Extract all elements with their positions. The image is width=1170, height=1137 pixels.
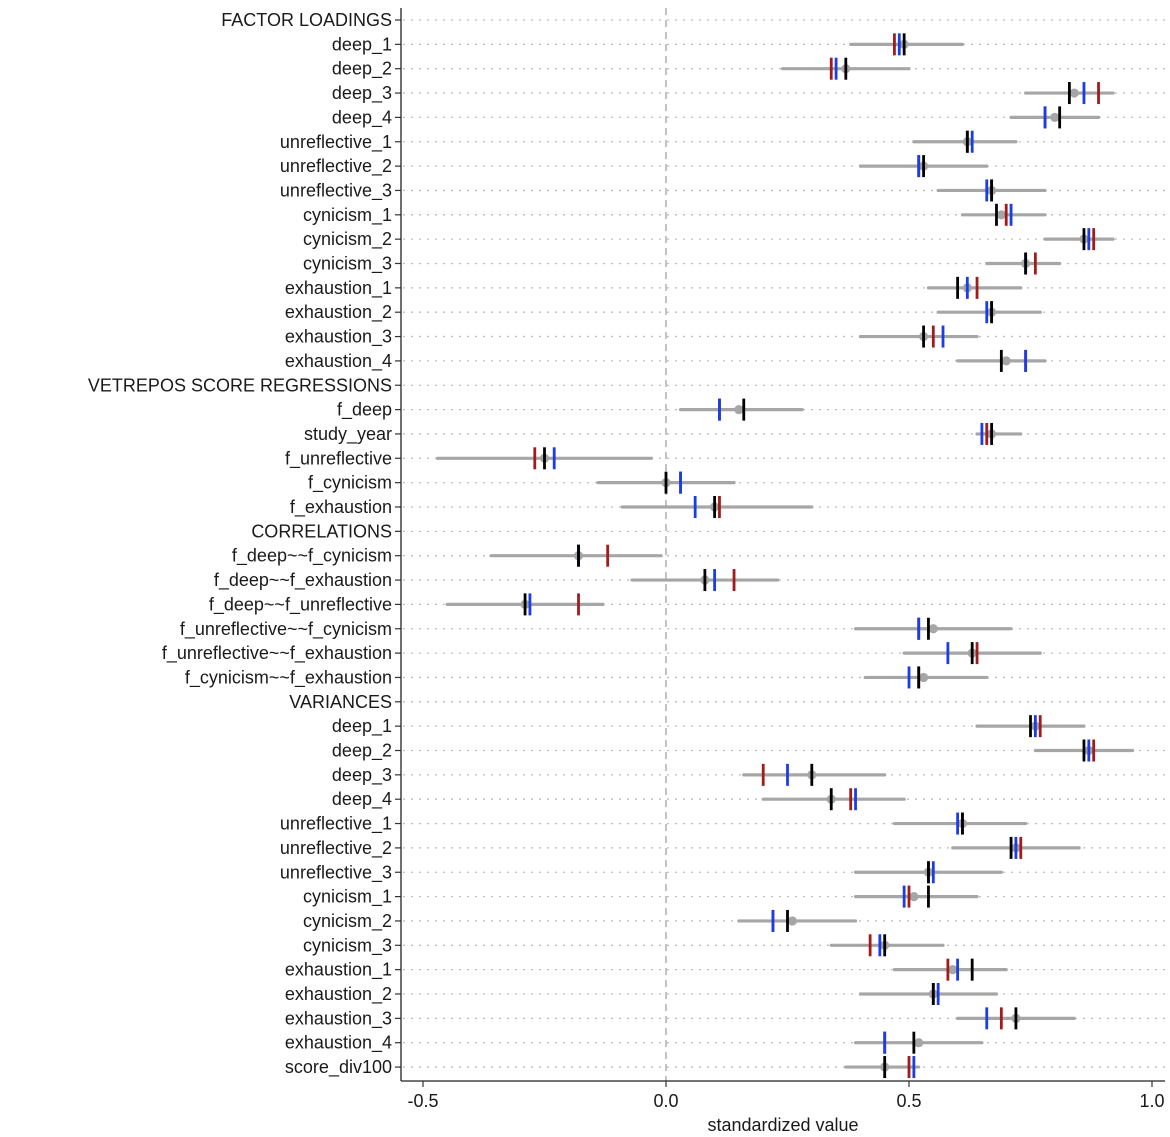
row-label: f_unreflective~~f_cynicism	[180, 619, 392, 640]
row-label: exhaustion_1	[285, 960, 392, 981]
row-label: cynicism_1	[303, 887, 392, 908]
point-estimate	[918, 672, 929, 683]
row-label: unreflective_1	[280, 814, 392, 835]
row-label: deep_2	[332, 59, 392, 80]
row-label: exhaustion_4	[285, 351, 392, 372]
row-label: score_div100	[285, 1057, 392, 1078]
row-label: f_deep~~f_unreflective	[209, 594, 392, 615]
x-tick-label: 1.0	[1139, 1091, 1164, 1111]
row-label: cynicism_3	[303, 254, 392, 275]
estimate-markers	[523, 33, 1100, 1079]
section-header: VARIANCES	[289, 692, 392, 712]
x-tick-label: -0.5	[407, 1091, 438, 1111]
row-label: study_year	[304, 424, 392, 445]
row-label: exhaustion_3	[285, 1008, 392, 1029]
section-header: CORRELATIONS	[251, 521, 392, 541]
section-header: FACTOR LOADINGS	[221, 10, 392, 30]
row-label: deep_1	[332, 34, 392, 55]
row-label: f_unreflective	[285, 448, 392, 469]
row-label: unreflective_3	[280, 862, 392, 883]
point-estimate	[734, 405, 744, 415]
row-label: f_unreflective~~f_exhaustion	[162, 643, 392, 664]
row-label: deep_2	[332, 741, 392, 762]
row-label: deep_4	[332, 107, 392, 128]
point-estimate	[928, 624, 938, 634]
row-label: f_cynicism	[308, 473, 392, 494]
x-axis-title: standardized value	[707, 1115, 858, 1135]
row-label: unreflective_1	[280, 132, 392, 153]
row-label: cynicism_1	[303, 205, 392, 226]
point-estimate	[787, 916, 797, 926]
row-label: exhaustion_2	[285, 302, 392, 323]
x-axis: -0.5 0.0 0.5 1.0	[395, 8, 1165, 1111]
row-label: deep_3	[332, 765, 392, 786]
row-label: exhaustion_2	[285, 984, 392, 1005]
point-estimate	[1050, 112, 1060, 122]
point-estimate	[1001, 356, 1011, 366]
row-label: f_deep~~f_exhaustion	[214, 570, 392, 591]
row-label: f_exhaustion	[290, 497, 392, 518]
row-label: unreflective_3	[280, 180, 392, 201]
section-header: VETREPOS SCORE REGRESSIONS	[88, 375, 392, 395]
row-label: deep_3	[332, 83, 392, 104]
grid-lines	[403, 19, 1165, 1068]
row-label: exhaustion_4	[285, 1033, 392, 1054]
row-label: f_deep	[337, 400, 392, 421]
point-estimate	[909, 892, 919, 902]
row-label: f_cynicism~~f_exhaustion	[185, 667, 392, 688]
row-label: cynicism_2	[303, 229, 392, 250]
row-label: deep_4	[332, 789, 392, 810]
row-label: deep_1	[332, 716, 392, 737]
point-estimate	[1069, 88, 1079, 98]
row-label: f_deep~~f_cynicism	[232, 546, 392, 567]
point-estimate	[914, 1038, 924, 1048]
row-label: cynicism_2	[303, 911, 392, 932]
row-label: exhaustion_3	[285, 327, 392, 348]
x-tick-label: 0.5	[896, 1091, 921, 1111]
row-label: exhaustion_1	[285, 278, 392, 299]
row-label: cynicism_3	[303, 935, 392, 956]
point-estimate	[996, 210, 1006, 220]
x-tick-label: 0.0	[653, 1091, 678, 1111]
row-label: unreflective_2	[280, 838, 392, 859]
row-labels: FACTOR LOADINGSdeep_1deep_2deep_3deep_4u…	[88, 10, 392, 1078]
point-estimate	[948, 965, 958, 975]
row-label: unreflective_2	[280, 156, 392, 177]
